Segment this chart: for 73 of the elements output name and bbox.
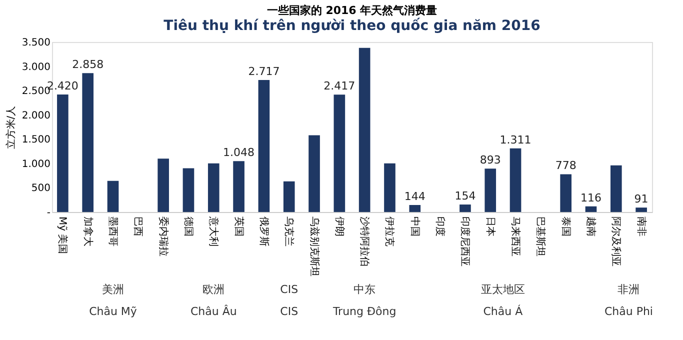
x-tick-label: 乌克兰 [283, 216, 296, 246]
x-tick-label: 越南 [584, 216, 597, 236]
x-tick-label: 伊拉克 [384, 216, 396, 246]
bar [484, 168, 496, 212]
bar [384, 163, 396, 212]
y-tick-label: 500 [31, 183, 50, 194]
y-axis-title: 立方米/人 [4, 106, 17, 150]
data-label: 116 [580, 191, 602, 204]
bar [158, 158, 169, 212]
bar [610, 165, 622, 212]
text: 欧洲 Châu Âu [190, 283, 237, 318]
text: 非洲 Châu Phi [604, 283, 653, 318]
x-tick-label: 俄罗斯 [258, 216, 270, 246]
x-tick-label: 南非 [635, 216, 648, 236]
data-label: 144 [404, 190, 426, 204]
chart-subtitle: Tiêu thụ khí trên người theo quốc gia năm 2016 [164, 17, 540, 34]
x-tick-label: 乌兹别克斯坦 [308, 216, 320, 276]
bar [409, 205, 421, 212]
bar [182, 168, 194, 212]
x-tick-label: 沙特阿拉伯 [358, 216, 371, 266]
y-tick-label: 3.500 [22, 38, 50, 48]
x-tick-label: 墨西哥 [107, 216, 118, 246]
data-label: 1.048 [223, 146, 255, 160]
bar [283, 181, 295, 212]
x-tick-label: 伊朗 [333, 216, 346, 236]
bar [107, 180, 119, 212]
bar [258, 80, 270, 212]
x-tick-label: 英国 [232, 216, 245, 236]
x-tick-label: 加拿大 [82, 216, 94, 246]
chart-title: 一些国家的 2016 年天然气消费量 [266, 4, 438, 17]
x-tick-label: Mỹ 美国 [56, 216, 69, 254]
text: CIS CIS [280, 283, 298, 318]
x-tick-label: 意大利 [208, 216, 220, 246]
data-label: 778 [555, 159, 576, 172]
data-label: 2.417 [324, 80, 356, 93]
bar [233, 161, 244, 212]
bar [57, 94, 68, 212]
text: 亚太地区 Châu Á [480, 283, 525, 318]
x-tick-label: 巴基斯坦 [534, 216, 547, 256]
bar [334, 94, 346, 212]
y-tick-label: - [46, 208, 51, 218]
bar [208, 163, 220, 212]
bar [636, 208, 647, 212]
text: 美洲 Châu Mỹ [89, 283, 138, 318]
x-tick-label: 巴西 [132, 216, 144, 236]
bar [585, 206, 597, 212]
data-label: 154 [454, 190, 476, 203]
data-label: 2.858 [72, 58, 104, 72]
data-label: 2.717 [248, 65, 280, 78]
data-label: 893 [480, 154, 501, 167]
text: 中东 Trung Đông [332, 283, 396, 318]
data-label: 91 [634, 192, 648, 206]
x-tick-label: 德国 [182, 216, 194, 236]
y-tick-label: 1.500 [22, 134, 50, 146]
x-tick-label: 日本 [484, 216, 496, 236]
x-tick-label: 委内瑞拉 [157, 216, 170, 256]
bar [82, 73, 94, 212]
bar [510, 148, 522, 212]
y-tick-label: 1.000 [22, 158, 50, 170]
bar [358, 48, 370, 212]
x-tick-label: 中国 [408, 216, 421, 236]
y-tick-label: 3.000 [22, 62, 50, 73]
x-tick-label: 印度 [434, 216, 446, 236]
x-tick-label: 印度尼西亚 [459, 216, 472, 266]
x-tick-label: 阿尔及利亚 [610, 216, 622, 266]
y-tick-label: 2.500 [22, 86, 50, 98]
y-tick-label: 2.000 [22, 110, 50, 122]
bar [308, 135, 320, 212]
data-label: 1.311 [500, 133, 532, 146]
bar [460, 204, 471, 212]
x-tick-label: 马来西亚 [510, 216, 522, 256]
x-tick-label: 泰国 [560, 216, 571, 236]
bar [560, 174, 572, 212]
